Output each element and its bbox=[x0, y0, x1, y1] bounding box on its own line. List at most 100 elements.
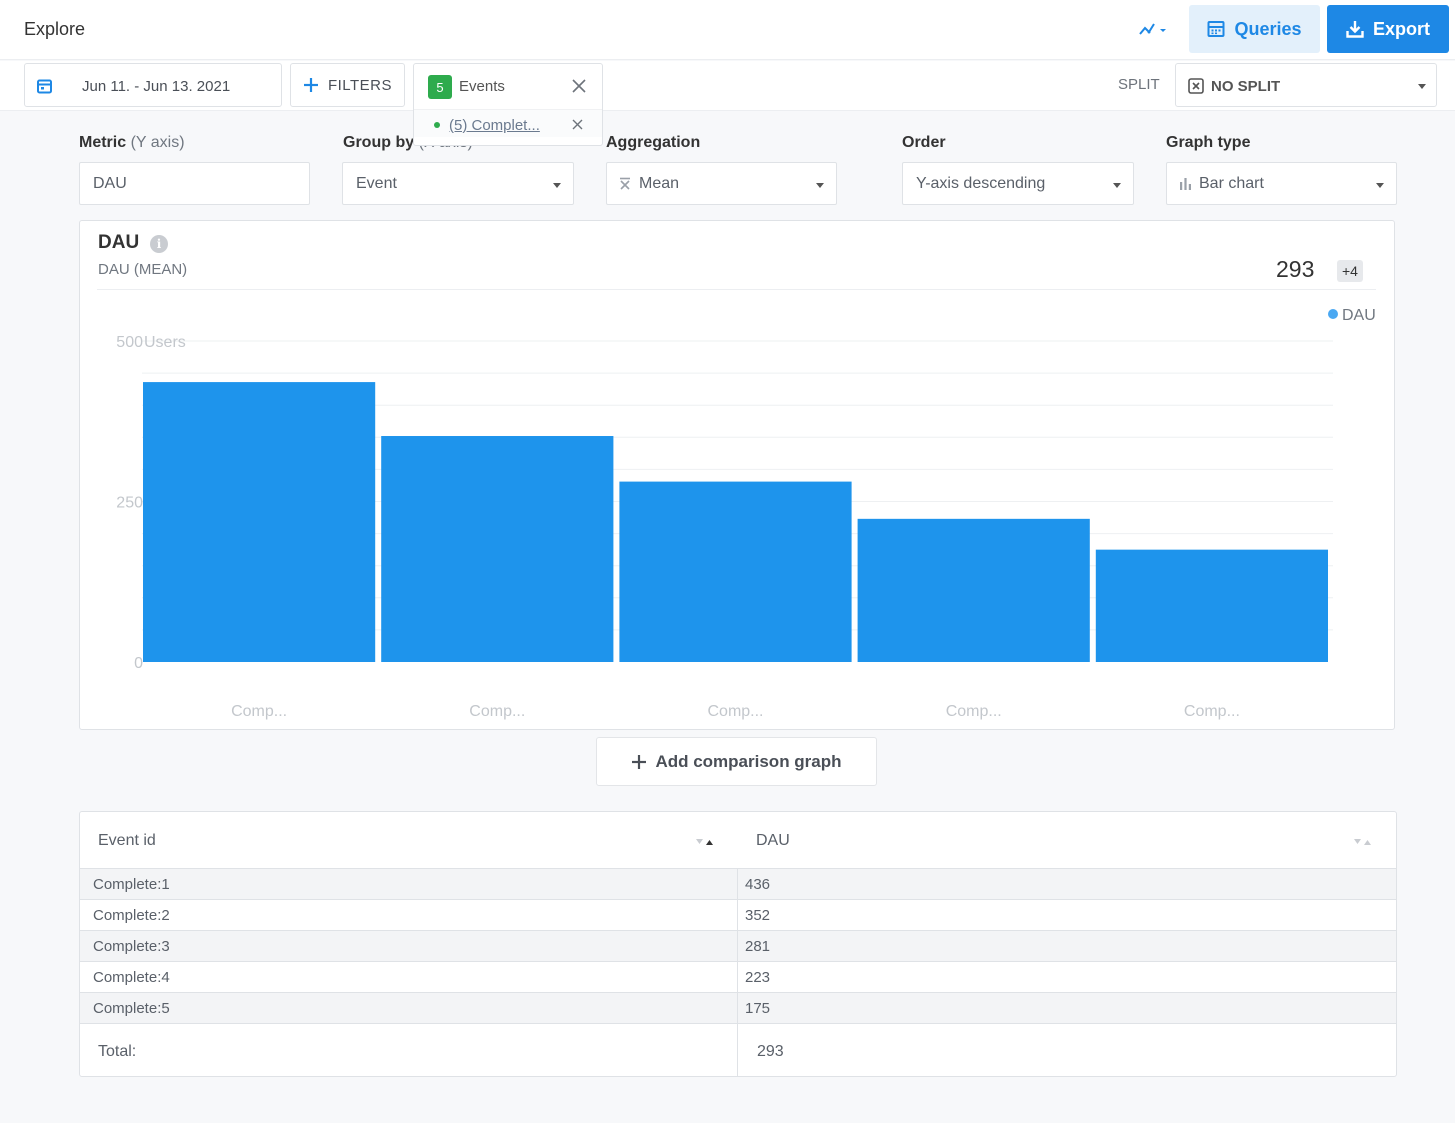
more-badge[interactable]: +4 bbox=[1337, 260, 1363, 282]
visualization-toggle[interactable] bbox=[1138, 18, 1170, 42]
remove-event-icon[interactable] bbox=[572, 119, 583, 130]
sort-icon[interactable] bbox=[696, 838, 714, 846]
bar-chart: 0 250 500 Users Comp... Comp... Comp... Comp...… bbox=[116, 307, 1376, 720]
event-status-dot bbox=[434, 122, 440, 128]
graph-type-select[interactable]: Bar chart bbox=[1166, 162, 1397, 205]
metric-control: Metric (Y axis) DAU bbox=[79, 134, 310, 205]
chart-title: DAU bbox=[98, 232, 140, 253]
sort-icon[interactable] bbox=[1354, 838, 1372, 846]
legend-label: DAU bbox=[1342, 307, 1376, 324]
info-icon[interactable]: i bbox=[150, 235, 168, 253]
add-comparison-graph-button[interactable]: Add comparison graph bbox=[596, 737, 877, 786]
y-tick-label: 500 bbox=[116, 334, 143, 351]
split-value: NO SPLIT bbox=[1211, 78, 1281, 95]
chevron-down-icon bbox=[1376, 183, 1384, 188]
events-selector[interactable]: 5 Events (5) Complet... bbox=[413, 63, 603, 146]
order-control: Order Y-axis descending bbox=[902, 134, 1134, 205]
cell-event-id: Complete:5 bbox=[93, 1000, 170, 1017]
group-by-control: Group by (X axis) Event bbox=[342, 134, 574, 205]
chart-card: DAU i DAU (MEAN) 293 +4 0 250 500 Users Comp… bbox=[79, 220, 1395, 730]
aggregation-label: Aggregation bbox=[606, 134, 701, 151]
table-header: Event id DAU bbox=[80, 812, 1396, 869]
total-value: 293 bbox=[757, 1043, 784, 1060]
event-item: (5) Complet... bbox=[414, 109, 602, 137]
queries-label: Queries bbox=[1234, 18, 1302, 39]
bar bbox=[619, 481, 852, 662]
events-label: Events bbox=[459, 78, 505, 95]
export-button[interactable]: Export bbox=[1327, 5, 1449, 53]
chevron-down-icon bbox=[1418, 84, 1426, 89]
bar bbox=[143, 382, 376, 662]
download-icon bbox=[1346, 21, 1364, 38]
bar-chart-icon bbox=[1180, 178, 1191, 190]
cell-event-id: Complete:4 bbox=[93, 969, 170, 986]
bar bbox=[381, 436, 614, 662]
x-tick-label: Comp... bbox=[469, 703, 525, 720]
table-footer: Total: 293 bbox=[80, 1025, 1396, 1076]
table-row: Complete:3 281 bbox=[80, 931, 1396, 962]
aggregation-select[interactable]: Mean bbox=[606, 162, 837, 205]
chart-divider bbox=[97, 289, 1376, 290]
order-label: Order bbox=[902, 134, 946, 151]
date-range-text: Jun 11. - Jun 13. 2021 bbox=[82, 78, 231, 95]
split-select[interactable]: NO SPLIT bbox=[1175, 63, 1437, 107]
group-by-select[interactable]: Event bbox=[342, 162, 574, 205]
date-range-picker[interactable]: Jun 11. - Jun 13. 2021 bbox=[24, 63, 282, 107]
chevron-down-icon bbox=[553, 183, 561, 188]
y-axis-label: Users bbox=[144, 334, 186, 351]
data-table: Event id DAU Complete:1 436 Complete:2 3… bbox=[79, 811, 1397, 1077]
add-comparison-label: Add comparison graph bbox=[655, 751, 842, 771]
x-tick-label: Comp... bbox=[946, 703, 1002, 720]
trend-icon bbox=[1139, 23, 1166, 35]
filters-button[interactable]: FILTERS bbox=[290, 63, 405, 107]
graph-type-control: Graph type Bar chart bbox=[1166, 134, 1397, 205]
chart-subtitle: DAU (MEAN) bbox=[98, 261, 188, 278]
cell-event-id: Complete:1 bbox=[93, 876, 170, 893]
column-divider bbox=[737, 869, 738, 1076]
metric-input[interactable]: DAU bbox=[79, 162, 310, 205]
cell-event-id: Complete:2 bbox=[93, 907, 170, 924]
cell-dau: 223 bbox=[745, 969, 771, 986]
cell-dau: 436 bbox=[745, 876, 771, 893]
table-row: Complete:4 223 bbox=[80, 962, 1396, 993]
y-tick-label: 250 bbox=[116, 495, 143, 512]
metric-label: Metric bbox=[79, 134, 127, 151]
y-tick-label: 0 bbox=[134, 655, 143, 672]
aggregation-control: Aggregation Mean bbox=[606, 134, 837, 205]
metric-sublabel: (Y axis) bbox=[130, 134, 185, 151]
metric-value: DAU bbox=[93, 175, 127, 192]
filter-toolbar: Jun 11. - Jun 13. 2021 FILTERS 5 Events … bbox=[0, 61, 1455, 146]
table-icon bbox=[1207, 21, 1225, 37]
table-row: Complete:5 175 bbox=[80, 993, 1396, 1024]
chevron-down-icon bbox=[1113, 183, 1121, 188]
order-select[interactable]: Y-axis descending bbox=[902, 162, 1134, 205]
event-item-link[interactable]: (5) Complet... bbox=[449, 117, 540, 134]
filters-label: FILTERS bbox=[327, 76, 393, 94]
no-split-icon bbox=[1188, 78, 1204, 94]
export-label: Export bbox=[1372, 18, 1430, 39]
mean-icon bbox=[620, 177, 630, 190]
group-by-label: Group by bbox=[343, 134, 415, 151]
chevron-down-icon bbox=[816, 183, 824, 188]
cell-dau: 352 bbox=[745, 907, 771, 924]
bar bbox=[857, 518, 1090, 662]
table-row: Complete:2 352 bbox=[80, 900, 1396, 931]
close-icon[interactable] bbox=[572, 79, 586, 93]
column-header-event-id[interactable]: Event id bbox=[98, 832, 156, 849]
queries-button[interactable]: Queries bbox=[1189, 5, 1320, 53]
calendar-icon bbox=[37, 79, 52, 94]
page-title: Explore bbox=[24, 19, 86, 39]
x-tick-label: Comp... bbox=[231, 703, 287, 720]
x-tick-label: Comp... bbox=[707, 703, 763, 720]
total-label: Total: bbox=[98, 1043, 137, 1060]
plus-icon bbox=[632, 754, 647, 769]
split-label: SPLIT bbox=[1118, 76, 1160, 93]
bar bbox=[1095, 549, 1328, 662]
events-count-badge: 5 bbox=[428, 75, 452, 99]
chart-total-value: 293 bbox=[1276, 256, 1315, 282]
table-row: Complete:1 436 bbox=[80, 869, 1396, 900]
order-value: Y-axis descending bbox=[916, 175, 1046, 192]
app-header: Explore Queries Export bbox=[0, 0, 1455, 60]
column-header-dau[interactable]: DAU bbox=[756, 832, 790, 849]
plus-icon bbox=[303, 78, 318, 92]
